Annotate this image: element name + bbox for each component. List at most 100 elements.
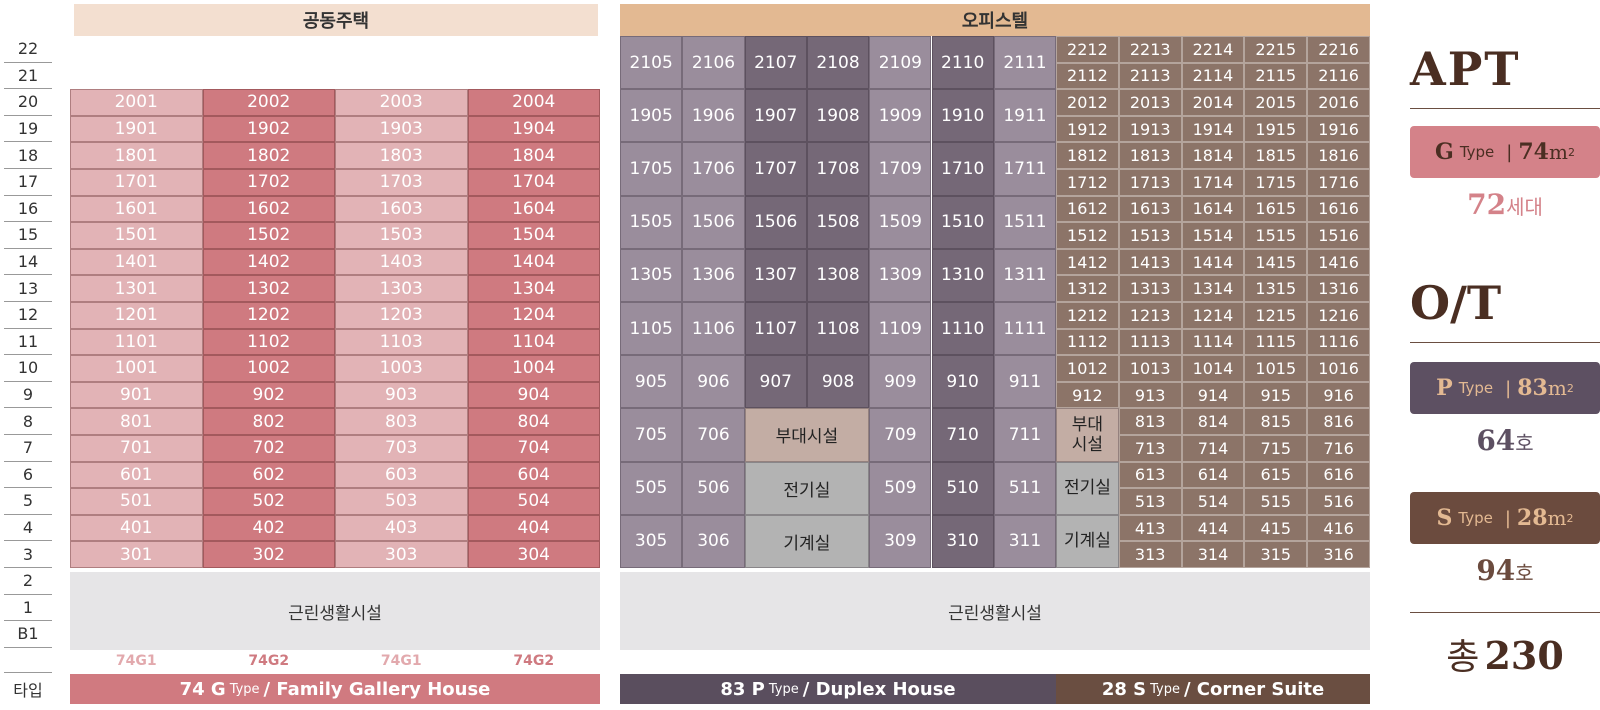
unit-cell: 814	[1181, 408, 1245, 435]
legend-s-count: 94호	[1410, 554, 1600, 587]
unit-cell: 413	[1118, 514, 1182, 542]
unit-cell: 1813	[1118, 142, 1182, 169]
unit-cell: 910	[931, 355, 994, 409]
unit-cell: 1714	[1181, 169, 1245, 196]
unit-cell: 907	[744, 355, 807, 409]
unit-cell: 1509	[869, 195, 932, 249]
unit-cell: 1015	[1244, 355, 1308, 382]
unit-cell: 916	[1307, 381, 1370, 409]
unit-cell: 1812	[1056, 142, 1119, 169]
unit-cell: 616	[1307, 461, 1370, 489]
unit-cell: 1305	[620, 248, 683, 302]
p-type-desc: / Duplex House	[802, 678, 956, 700]
unit-cell: 2112	[1056, 62, 1119, 90]
floor-label: 8	[4, 408, 52, 435]
unit-cell: 1308	[806, 248, 870, 302]
unit-cell: 913	[1118, 381, 1182, 409]
type-code: 74G1	[115, 653, 157, 669]
unit-cell: 1602	[202, 195, 335, 223]
legend-p-unit: m	[1547, 376, 1567, 400]
legend-p-type: Type	[1458, 379, 1494, 397]
unit-cell: 701	[70, 435, 203, 462]
s-type-word: Type	[1150, 681, 1180, 697]
unit-cell: 2109	[869, 36, 932, 90]
unit-cell: 1903	[335, 115, 468, 143]
unit-cell: 1716	[1307, 169, 1370, 196]
unit-cell: 1514	[1181, 222, 1245, 249]
unit-cell: 501	[70, 488, 203, 515]
unit-cell: 2002	[202, 89, 335, 116]
unit-cell: 1002	[202, 355, 335, 382]
unit-cell: 502	[202, 488, 335, 515]
unit-cell: 1104	[467, 328, 600, 356]
unit-cell: 1701	[70, 169, 203, 196]
unit-cell: 1515	[1244, 222, 1308, 249]
unit-cell: 1505	[620, 195, 683, 249]
unit-cell: 914	[1181, 381, 1245, 409]
unit-cell: 516	[1307, 488, 1370, 515]
unit-cell: 1513	[1118, 222, 1182, 249]
unit-cell: 1908	[806, 89, 870, 143]
unit-cell: 2105	[620, 36, 683, 90]
unit-cell: 1906	[682, 89, 745, 143]
unit-cell: 1713	[1118, 169, 1182, 196]
legend-total-value: 230	[1484, 633, 1564, 678]
unit-cell: 513	[1118, 488, 1182, 515]
legend-p-count: 64호	[1410, 424, 1600, 457]
s-type-bar: 28 S Type / Corner Suite	[1056, 674, 1370, 704]
legend-g-count-num: 72	[1467, 188, 1507, 221]
unit-cell: 1913	[1118, 115, 1182, 143]
unit-cell: 1614	[1181, 195, 1245, 223]
unit-cell: 301	[70, 541, 203, 568]
floor-label: 17	[4, 169, 52, 196]
unit-cell: 706	[682, 408, 745, 462]
unit-cell: 1014	[1181, 355, 1245, 382]
unit-cell: 1909	[869, 89, 932, 143]
unit-cell: 1508	[806, 195, 870, 249]
unit-cell: 906	[682, 355, 745, 409]
unit-cell: 911	[993, 355, 1057, 409]
unit-cell: 1815	[1244, 142, 1308, 169]
unit-cell: 2016	[1307, 89, 1370, 116]
unit-cell: 1215	[1244, 302, 1308, 329]
unit-cell: 1111	[993, 302, 1057, 356]
legend-g-count: 72세대	[1410, 188, 1600, 221]
legend-g-type: Type	[1459, 143, 1495, 161]
unit-cell: 602	[202, 461, 335, 489]
unit-cell: 403	[335, 514, 468, 542]
unit-cell: 515	[1244, 488, 1308, 515]
unit-cell: 505	[620, 461, 683, 515]
unit-cell: 1707	[744, 142, 807, 196]
apt-type-bar: 74 G Type / Family Gallery House	[70, 674, 600, 704]
unit-cell: 909	[869, 355, 932, 409]
unit-cell: 303	[335, 541, 468, 568]
floor-label: B1	[4, 621, 52, 648]
unit-cell: 2213	[1118, 36, 1182, 63]
unit-cell: 1313	[1118, 275, 1182, 302]
unit-cell: 1312	[1056, 275, 1119, 302]
floor-label: 14	[4, 249, 52, 276]
legend-g-sep: |	[1506, 141, 1513, 163]
unit-cell: 803	[335, 408, 468, 435]
unit-cell: 804	[467, 408, 600, 435]
unit-cell: 404	[467, 514, 600, 542]
unit-cell: 1705	[620, 142, 683, 196]
unit-cell: 1306	[682, 248, 745, 302]
unit-cell: 904	[467, 381, 600, 409]
unit-cell: 714	[1181, 435, 1245, 462]
legend-total-label: 총	[1446, 637, 1480, 678]
unit-cell: 1801	[70, 142, 203, 169]
unit-cell: 1901	[70, 115, 203, 143]
unit-cell: 1912	[1056, 115, 1119, 143]
unit-cell: 705	[620, 408, 683, 462]
unit-cell: 1216	[1307, 302, 1370, 329]
legend-s-unit: m	[1547, 506, 1567, 530]
unit-cell: 2212	[1056, 36, 1119, 63]
unit-cell: 1512	[1056, 222, 1119, 249]
unit-cell: 309	[869, 514, 932, 568]
floor-label: 9	[4, 382, 52, 409]
legend-apt-title: APT	[1410, 42, 1521, 96]
unit-cell: 1105	[620, 302, 683, 356]
unit-cell: 702	[202, 435, 335, 462]
unit-cell: 703	[335, 435, 468, 462]
